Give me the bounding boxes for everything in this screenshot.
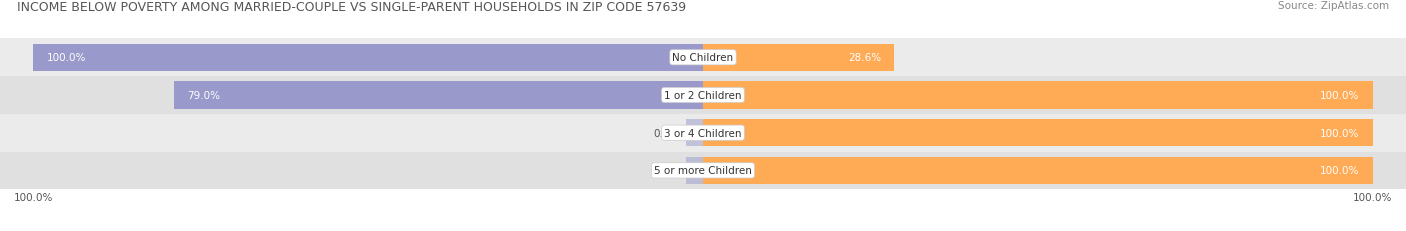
Bar xyxy=(0,77,1406,114)
Bar xyxy=(703,157,1372,184)
Text: 0.0%: 0.0% xyxy=(654,128,679,138)
Bar xyxy=(174,82,703,109)
Bar xyxy=(34,45,703,72)
Text: 1 or 2 Children: 1 or 2 Children xyxy=(664,91,742,100)
Bar xyxy=(0,114,1406,152)
Text: INCOME BELOW POVERTY AMONG MARRIED-COUPLE VS SINGLE-PARENT HOUSEHOLDS IN ZIP COD: INCOME BELOW POVERTY AMONG MARRIED-COUPL… xyxy=(17,1,686,14)
Text: 5 or more Children: 5 or more Children xyxy=(654,166,752,176)
Text: 100.0%: 100.0% xyxy=(46,53,86,63)
Text: Source: ZipAtlas.com: Source: ZipAtlas.com xyxy=(1278,1,1389,11)
Text: 0.0%: 0.0% xyxy=(654,166,679,176)
Text: No Children: No Children xyxy=(672,53,734,63)
Text: 100.0%: 100.0% xyxy=(1320,128,1360,138)
Bar xyxy=(686,157,703,184)
Text: 3 or 4 Children: 3 or 4 Children xyxy=(664,128,742,138)
Bar xyxy=(686,120,703,147)
Text: 79.0%: 79.0% xyxy=(187,91,221,100)
Bar xyxy=(703,82,1372,109)
Bar xyxy=(0,39,1406,77)
Text: 28.6%: 28.6% xyxy=(848,53,882,63)
Bar xyxy=(703,45,894,72)
Bar xyxy=(703,120,1372,147)
Bar xyxy=(0,152,1406,189)
Text: 100.0%: 100.0% xyxy=(1320,166,1360,176)
Text: 100.0%: 100.0% xyxy=(1320,91,1360,100)
